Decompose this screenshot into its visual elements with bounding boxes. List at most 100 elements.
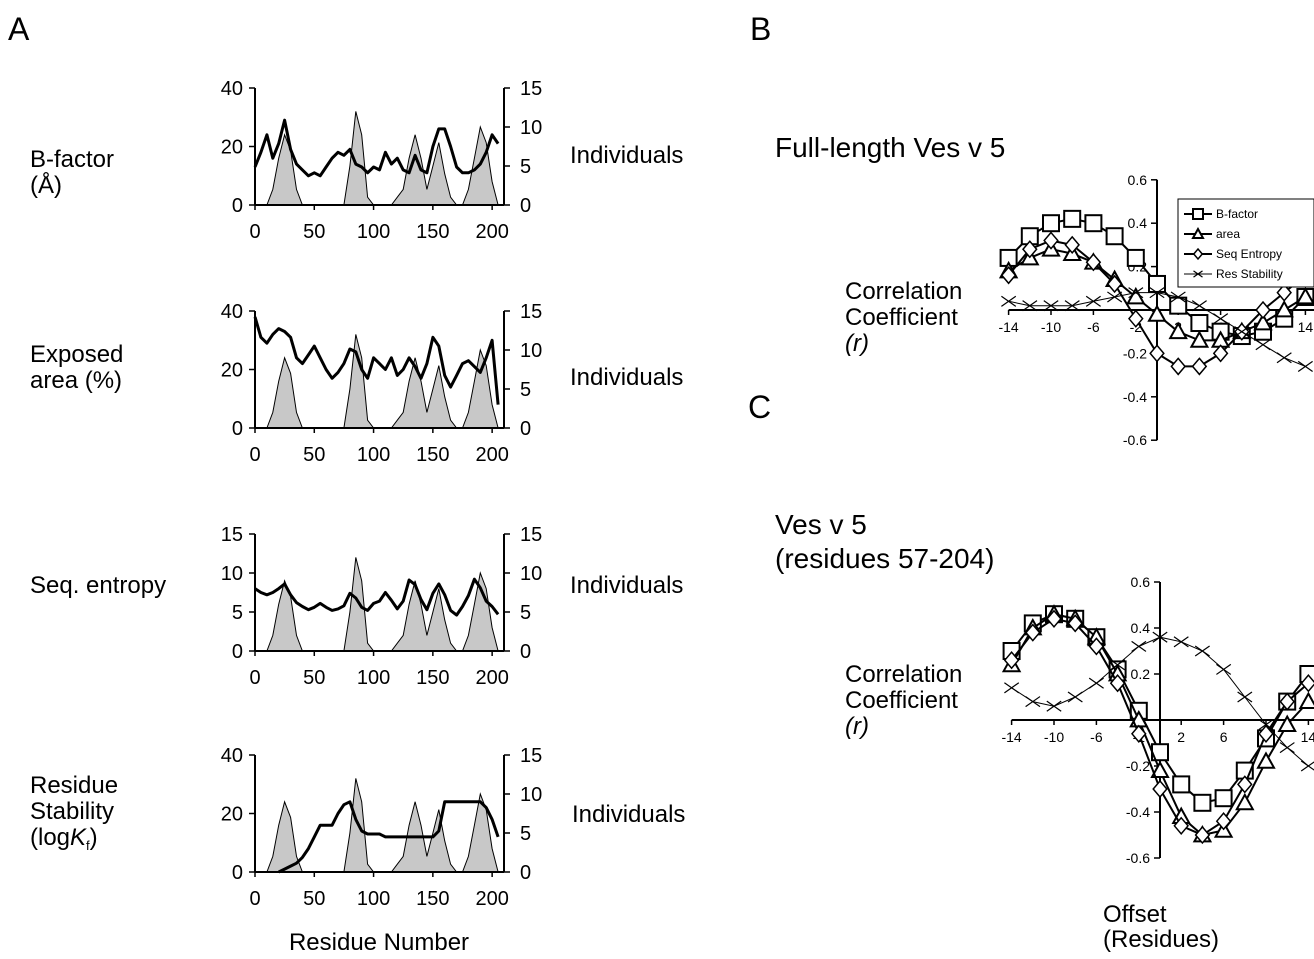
individuals-label: Individuals [570, 572, 683, 599]
point-diamond [1255, 300, 1271, 320]
panel-label-a: A [8, 11, 30, 47]
point-triangle [1295, 286, 1314, 305]
individuals-label: Individuals [570, 142, 683, 169]
row-label-line: area (%) [30, 367, 122, 394]
right-tick-label: 5 [520, 379, 531, 401]
left-tick-label: 40 [221, 301, 243, 323]
x-tick-label: 0 [249, 667, 260, 689]
point-cross [1234, 326, 1250, 338]
point-diamond [1212, 344, 1229, 363]
point-square [1172, 775, 1191, 794]
point-diamond [1106, 274, 1123, 294]
point-square [1105, 227, 1124, 246]
right-tick-label: 0 [520, 418, 531, 440]
point-cross [1255, 339, 1271, 351]
panel-a-area-label: Exposed area (%) [30, 341, 123, 394]
point-cross [1085, 295, 1101, 307]
panel-b-plot: 0.60.40.2-0.2-0.4-0.6-14-10-6-2261014B-f… [998, 172, 1314, 448]
x-tick-label: 50 [303, 667, 325, 689]
panel-label-b: B [750, 11, 771, 47]
point-diamond [1085, 253, 1102, 272]
point-square [1148, 274, 1166, 293]
point-cross [1216, 663, 1232, 675]
y-tick-label: -0.2 [1126, 758, 1150, 774]
right-tick-label: 10 [520, 340, 542, 362]
left-tick-label: 0 [232, 195, 243, 217]
y-tick-label: 0.2 [1131, 666, 1151, 682]
title-line: (residues 57-204) [775, 543, 994, 574]
left-tick-label: 0 [232, 641, 243, 663]
point-triangle [1168, 321, 1188, 340]
row-label-line: Seq. entropy [30, 572, 166, 599]
point-cross [1152, 631, 1168, 643]
panel-a-bfactor-label: B-factor (Å) [30, 146, 114, 199]
point-diamond [1131, 724, 1147, 743]
legend-label: area [1216, 227, 1240, 241]
point-diamond [1109, 674, 1126, 693]
x-tick-label: -10 [1041, 319, 1061, 335]
point-triangle [1277, 714, 1297, 732]
point-cross [1173, 636, 1189, 648]
x-tick-label: -14 [1001, 729, 1021, 745]
point-diamond [1067, 614, 1083, 633]
x-tick-label: 200 [475, 667, 508, 689]
point-cross [1022, 300, 1038, 312]
right-tick-label: 15 [520, 524, 542, 546]
point-cross [1279, 742, 1295, 754]
series-line-seq. [254, 577, 500, 617]
row-label-line: Exposed [30, 341, 123, 368]
row-label-line: (logKf) [30, 824, 98, 853]
point-diamond [1258, 724, 1274, 743]
ylabel-line: Correlation [845, 661, 962, 688]
right-tick-label: 0 [520, 862, 531, 884]
x-tick-label: 200 [475, 888, 508, 910]
panel-label-c: C [748, 389, 771, 425]
right-tick-label: 15 [520, 301, 542, 323]
point-cross [1107, 291, 1123, 303]
x-tick-label: -14 [998, 319, 1018, 335]
point-cross [1067, 691, 1083, 703]
x-tick-label: 100 [357, 888, 390, 910]
point-triangle [1126, 286, 1146, 305]
panel-c-title: Ves v 5 (residues 57-204) [775, 509, 994, 574]
point-diamond [1003, 651, 1020, 670]
point-cross [1131, 640, 1147, 652]
x-tick-label: 200 [475, 444, 508, 466]
point-diamond [1194, 825, 1211, 845]
point-diamond [1064, 235, 1080, 255]
point-diamond [1192, 247, 1204, 261]
point-cross [1128, 287, 1144, 299]
point-cross [1149, 287, 1165, 299]
ylabel-line: Coefficient [845, 304, 958, 331]
xlabel-line: Offset [1103, 901, 1167, 928]
x-tick-label: 50 [303, 444, 325, 466]
left-tick-label: 10 [221, 563, 243, 585]
point-diamond [1128, 309, 1144, 328]
x-tick-label: 100 [357, 444, 390, 466]
ylabel-line: Coefficient [845, 687, 958, 714]
right-tick-label: 5 [520, 602, 531, 624]
legend-label: Seq Entropy [1216, 247, 1282, 261]
point-cross [1193, 270, 1203, 278]
y-tick-label: -0.6 [1126, 850, 1150, 866]
left-tick-label: 15 [221, 524, 243, 546]
point-square [1192, 208, 1204, 220]
point-diamond [1300, 674, 1314, 693]
point-diamond [1043, 231, 1059, 250]
left-tick-label: 20 [221, 137, 243, 159]
ylabel-line: (r) [845, 713, 869, 740]
panel-a-entropy-label: Seq. entropy [30, 572, 166, 599]
point-cross [1276, 352, 1292, 364]
x-tick-label: -6 [1090, 729, 1103, 745]
right-tick-label: 15 [520, 745, 542, 767]
point-diamond [1000, 266, 1017, 285]
left-tick-label: 0 [232, 418, 243, 440]
left-tick-label: 5 [232, 602, 243, 624]
point-triangle [1150, 760, 1170, 778]
left-tick-label: 40 [221, 78, 243, 100]
y-tick-label: 0.6 [1131, 574, 1151, 590]
x-tick-label: -10 [1044, 729, 1064, 745]
